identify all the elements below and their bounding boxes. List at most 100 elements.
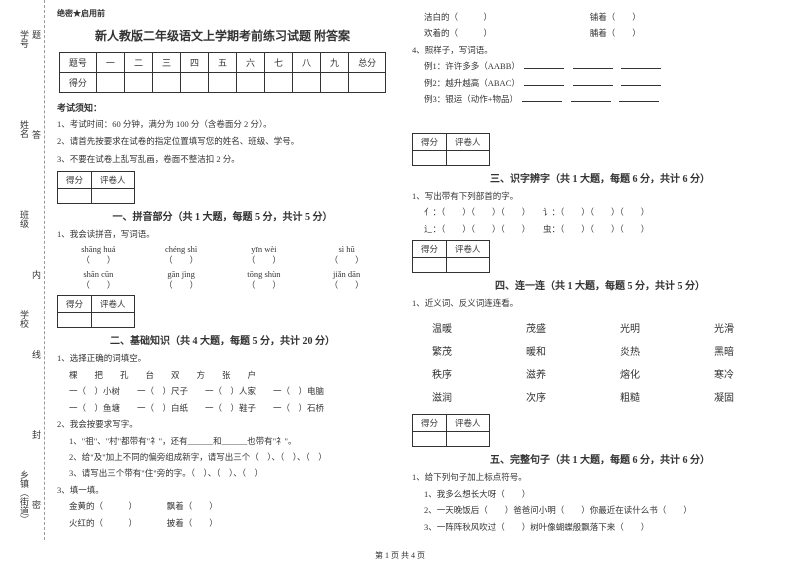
word: 茂盛 — [506, 316, 600, 339]
th: 得分 — [58, 171, 92, 188]
section-title: 五、完整句子（共 1 大题，每题 6 分，共计 6 分） — [412, 451, 788, 466]
word: 秩序 — [412, 362, 506, 385]
word: 滋养 — [506, 362, 600, 385]
th: 得分 — [413, 415, 447, 432]
page-footer: 第 1 页 共 4 页 — [0, 550, 800, 561]
th: 三 — [152, 53, 180, 73]
th: 二 — [124, 53, 152, 73]
fill-line: 欢着的（ ） 脯着（ ） — [424, 26, 788, 40]
word: 寒冷 — [694, 362, 788, 385]
margin-mark: 题 — [30, 30, 43, 39]
option-line: 棵 把 孔 台 双 方 张 户 — [69, 368, 388, 382]
pinyin-row: shān cūn（ ） gān jìng（ ） tōng shùn（ ） jiǎ… — [57, 269, 388, 291]
pinyin: shān cūn — [63, 269, 133, 279]
word: 繁茂 — [412, 339, 506, 362]
word: 次序 — [506, 385, 600, 408]
th: 五 — [208, 53, 236, 73]
notice-item: 2、请首先按要求在试卷的指定位置填写您的姓名、班级、学号。 — [57, 134, 388, 149]
section-title: 四、连一连（共 1 大题，每题 5 分，共计 5 分） — [412, 277, 788, 292]
sentence-line: 3、一阵阵秋风吹过（ ）树叶像蝴蝶般飘落下来（ ） — [424, 520, 788, 534]
margin-label: 乡镇（街道） — [18, 470, 31, 524]
margin-mark: 线 — [30, 350, 43, 359]
grader-table: 得分评卷人 — [412, 240, 490, 273]
grader-table: 得分评卷人 — [412, 414, 490, 447]
question: 1、给下列句子加上标点符号。 — [412, 470, 788, 484]
th: 评卷人 — [92, 296, 135, 313]
margin-mark: 答 — [30, 130, 43, 139]
question: 1、选择正确的词填空。 — [57, 351, 388, 365]
question: 3、填一填。 — [57, 483, 388, 497]
fill-line: 亻：（ ）（ ）（ ） 讠：（ ）（ ）（ ） — [424, 205, 788, 219]
th: 得分 — [58, 296, 92, 313]
th: 一 — [96, 53, 124, 73]
grader-table: 得分评卷人 — [412, 133, 490, 166]
th: 六 — [237, 53, 265, 73]
th: 九 — [321, 53, 349, 73]
th: 评卷人 — [92, 171, 135, 188]
binding-margin: 学号 题 姓名 答 班级 内 学校 线 封 乡镇（街道） 密 — [0, 0, 45, 540]
section-title: 一、拼音部分（共 1 大题，每题 5 分，共计 5 分） — [57, 208, 388, 223]
margin-label: 学校 — [18, 310, 31, 328]
word: 熔化 — [600, 362, 694, 385]
td: 得分 — [59, 73, 96, 93]
section-title: 三、识字辨字（共 1 大题，每题 6 分，共计 6 分） — [412, 170, 788, 185]
th: 评卷人 — [447, 133, 490, 150]
word: 滋润 — [412, 385, 506, 408]
th: 得分 — [413, 133, 447, 150]
example-line: 例3：银运（动作+物品） — [424, 92, 788, 106]
word: 温暖 — [412, 316, 506, 339]
score-table: 题号 一 二 三 四 五 六 七 八 九 总分 得分 — [59, 52, 386, 93]
grader-table: 得分评卷人 — [57, 171, 135, 204]
fill-line: 辶：（ ）（ ）（ ） 虫：（ ）（ ）（ ） — [424, 222, 788, 236]
notice-title: 考试须知： — [57, 101, 388, 114]
word: 炎热 — [600, 339, 694, 362]
word: 暖和 — [506, 339, 600, 362]
exam-title: 新人教版二年级语文上学期考前练习试题 附答案 — [57, 27, 388, 44]
question: 1、写出带有下列部首的字。 — [412, 189, 788, 203]
pinyin-row: shāng huá（ ） chéng shì（ ） yīn wèi（ ） sì … — [57, 244, 388, 266]
th: 八 — [293, 53, 321, 73]
word: 凝固 — [694, 385, 788, 408]
example-line: 例1：许许多多（AABB） — [424, 59, 788, 73]
word: 光滑 — [694, 316, 788, 339]
pinyin: jiǎn dān — [312, 269, 382, 279]
th: 七 — [265, 53, 293, 73]
question: 4、照样子，写词语。 — [412, 43, 788, 57]
th: 评卷人 — [447, 415, 490, 432]
sentence-line: 1、我多么想长大呀（ ） — [424, 487, 788, 501]
grader-table: 得分评卷人 — [57, 295, 135, 328]
margin-mark: 内 — [30, 270, 43, 279]
word: 黑暗 — [694, 339, 788, 362]
question: 1、我会读拼音，写词语。 — [57, 227, 388, 241]
left-column: 绝密★启用前 新人教版二年级语文上学期考前练习试题 附答案 题号 一 二 三 四… — [45, 0, 400, 540]
sentence-line: 2、一天晚饭后（ ）爸爸问小明（ ）你最近在读什么书（ ） — [424, 503, 788, 517]
margin-mark: 密 — [30, 500, 43, 509]
example-line: 例2：越升越高（ABAC） — [424, 76, 788, 90]
sub-line: 1、"祖"、"村"都带有"礻"，还有______和______也带有"礻"。 — [69, 434, 388, 448]
fill-line: 一（ ）鱼塘 一（ ）白纸 一（ ）鞋子 一（ ）石桥 — [69, 401, 388, 415]
pinyin: sì hū — [312, 244, 382, 254]
pinyin: tōng shùn — [229, 269, 299, 279]
pinyin: chéng shì — [146, 244, 216, 254]
pinyin: gān jìng — [146, 269, 216, 279]
margin-mark: 封 — [30, 430, 43, 439]
th: 总分 — [349, 53, 386, 73]
word-grid: 温暖 茂盛 光明 光滑 繁茂 暖和 炎热 黑暗 秩序 滋养 熔化 寒冷 滋润 次… — [412, 316, 788, 408]
th: 题号 — [59, 53, 96, 73]
notice-item: 1、考试时间：60 分钟，满分为 100 分（含卷面分 2 分）。 — [57, 117, 388, 132]
word: 光明 — [600, 316, 694, 339]
margin-label: 班级 — [18, 210, 31, 228]
fill-line: 金黄的（ ） 飘着（ ） — [69, 499, 388, 513]
word: 粗糙 — [600, 385, 694, 408]
section-title: 二、基础知识（共 4 大题，每题 5 分，共计 20 分） — [57, 332, 388, 347]
fill-line: 火红的（ ） 披着（ ） — [69, 516, 388, 530]
fill-line: 洁白的（ ） 铺着（ ） — [424, 10, 788, 24]
fill-line: 一（ ）小树 一（ ）尺子 一（ ）人家 一（ ）电脑 — [69, 384, 388, 398]
sub-line: 2、给"及"加上不同的偏旁组成新字，请写出三个（ ）、（ ）、（ ） — [69, 450, 388, 464]
notice-item: 3、不要在试卷上乱写乱画，卷面不整洁扣 2 分。 — [57, 152, 388, 167]
question: 1、近义词、反义词连连看。 — [412, 296, 788, 310]
right-column: 洁白的（ ） 铺着（ ） 欢着的（ ） 脯着（ ） 4、照样子，写词语。 例1：… — [400, 0, 800, 540]
sub-line: 3、请写出三个带有"住"旁的字。（ ）、（ ）、（ ） — [69, 466, 388, 480]
th: 评卷人 — [447, 240, 490, 257]
question: 2、我会按要求写字。 — [57, 417, 388, 431]
